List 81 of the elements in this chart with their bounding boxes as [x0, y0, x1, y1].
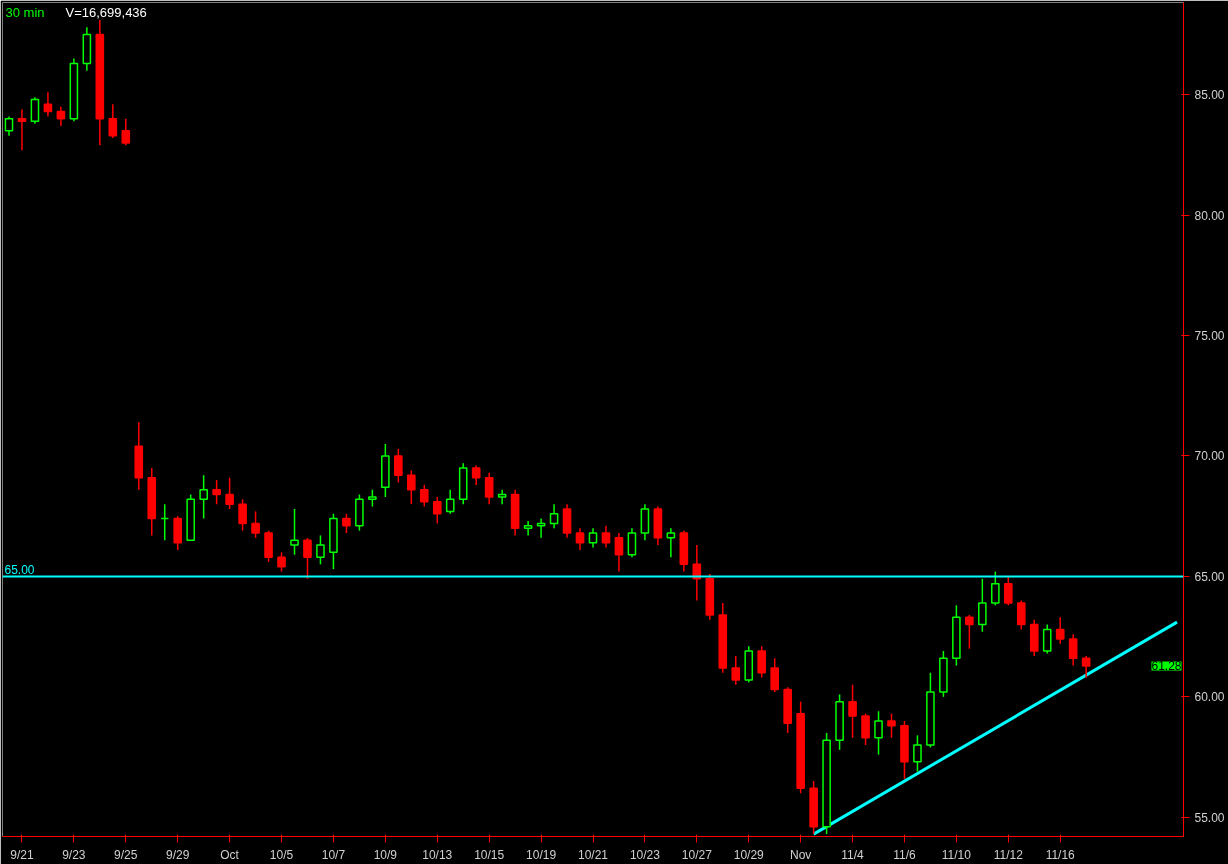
y-tick-label: 65.00 [1194, 569, 1225, 584]
annotation: 61.28 [1151, 659, 1182, 674]
y-tick-label: 75.00 [1194, 329, 1225, 344]
x-tick-label: 11/16 [1045, 847, 1076, 862]
candlestick [316, 534, 325, 566]
x-tick-label: 9/23 [62, 847, 86, 862]
candlestick [419, 484, 429, 508]
y-tick-label: 85.00 [1194, 88, 1225, 103]
candlestick [874, 710, 883, 756]
candlestick [212, 479, 221, 505]
y-tick-label: 70.00 [1194, 449, 1225, 464]
candlestick [523, 520, 533, 537]
x-tick-label: 11/6 [893, 847, 917, 862]
candlestick [290, 508, 299, 556]
candlestick [432, 496, 442, 525]
candlestick [277, 551, 286, 573]
y-tick-label: 80.00 [1194, 208, 1225, 223]
candlestick [445, 488, 455, 515]
candlestick [342, 513, 351, 534]
x-tick-label: 9/25 [114, 847, 138, 862]
x-tick-label: 10/5 [269, 847, 294, 862]
candlestick [757, 645, 767, 679]
candlestick [666, 527, 676, 558]
candlestick [394, 448, 403, 484]
chart-subtitle: V=16,699,436 [65, 4, 147, 20]
candlestick [238, 498, 247, 532]
x-tick-label: 10/15 [474, 847, 505, 862]
candlestick [848, 684, 857, 739]
x-tick-label: 10/23 [629, 847, 661, 862]
candlestick [56, 106, 66, 127]
candlestick [549, 503, 559, 529]
candlestick [965, 614, 974, 650]
x-tick-label: 10/27 [681, 847, 713, 862]
candlestick [614, 532, 624, 573]
candlestick [30, 96, 40, 125]
candlestick [225, 476, 234, 510]
candlestick [1003, 575, 1013, 607]
candlestick [536, 517, 546, 539]
candlestick [978, 578, 987, 633]
ref-line-label: 65.00 [4, 563, 35, 578]
candlestick [991, 570, 1000, 607]
candlestick [1016, 599, 1026, 631]
x-tick-label: 9/21 [10, 847, 34, 862]
candlestick [484, 472, 494, 505]
candlestick [1055, 616, 1065, 645]
candlestick [121, 118, 131, 147]
candlestick [1042, 623, 1052, 655]
x-tick-label: 10/9 [373, 847, 398, 862]
candlestick [406, 469, 416, 505]
x-tick-label: 10/21 [577, 847, 609, 862]
x-tick-label: 9/29 [166, 847, 190, 862]
candlestick [17, 108, 27, 151]
candlestick [199, 474, 208, 520]
candlestick [588, 527, 598, 549]
x-tick-label: 11/12 [993, 847, 1024, 862]
candlestick [575, 527, 585, 551]
candlestick [861, 712, 870, 746]
chart-title: 30 min [5, 4, 45, 20]
candlestick [1068, 633, 1078, 667]
candlestick [108, 103, 118, 139]
candlestick [303, 537, 312, 580]
candlestick [497, 488, 507, 505]
x-tick-label: 10/7 [321, 847, 346, 862]
x-tick-label: Nov [789, 847, 812, 862]
candlestick [627, 527, 637, 558]
y-tick-label: 60.00 [1194, 690, 1225, 705]
x-tick-label: 10/19 [526, 847, 557, 862]
candlestick [1081, 655, 1091, 679]
x-tick-label: 10/13 [422, 847, 453, 862]
y-tick-label: 55.00 [1194, 810, 1225, 825]
candlestick [770, 657, 780, 693]
x-tick-label: 10/29 [733, 847, 765, 862]
candlestick [913, 734, 922, 773]
x-tick-label: 11/4 [841, 847, 865, 862]
candlestick [601, 525, 611, 549]
candlestick [731, 655, 741, 686]
candlestick [887, 712, 896, 739]
candlestick [471, 464, 481, 486]
x-tick-label: 11/10 [941, 847, 972, 862]
candlestick [251, 510, 260, 539]
x-tick-label: Oct [220, 847, 240, 862]
